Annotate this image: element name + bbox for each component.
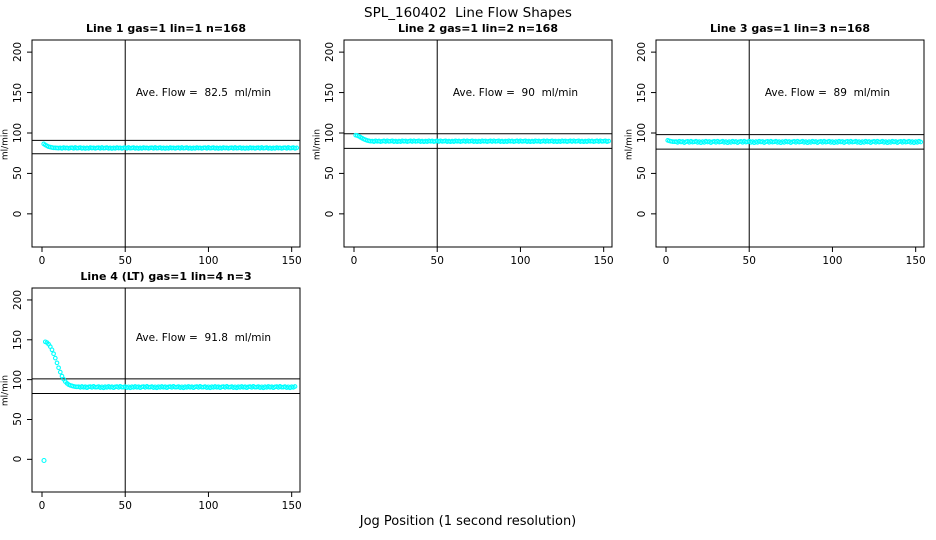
y-tick-label: 150 (12, 82, 24, 103)
y-axis-title: ml/min (0, 128, 11, 160)
x-tick-label: 150 (593, 255, 614, 267)
plot-box (655, 39, 925, 248)
y-tick-label: 100 (12, 369, 24, 390)
data-points (353, 132, 612, 145)
y-tick-label: 200 (12, 289, 24, 310)
x-tick-label: 100 (510, 255, 531, 267)
y-tick-label: 0 (12, 455, 24, 463)
y-axis-title: ml/min (0, 374, 11, 407)
y-tick-label: 200 (636, 42, 648, 63)
y-tick-label: 100 (324, 122, 336, 144)
subplot-3 (651, 39, 925, 252)
main-title: SPL_160402 Line Flow Shapes (364, 5, 572, 21)
subplot-1 (27, 39, 301, 252)
data-point (918, 139, 924, 145)
outlier-point (41, 457, 47, 464)
data-points (41, 339, 298, 464)
y-tick-label: 150 (324, 82, 336, 103)
subplot-2 (339, 39, 613, 252)
subplot-title: Line 1 gas=1 lin=1 n=168 (85, 22, 246, 35)
x-tick-label: 100 (822, 255, 843, 267)
ave-flow-annotation: Ave. Flow = 82.5 ml/min (135, 86, 272, 99)
subplot-title: Line 3 gas=1 lin=3 n=168 (709, 22, 870, 35)
subplot-title: Line 4 (LT) gas=1 lin=4 n=3 (80, 270, 252, 283)
y-tick-label: 150 (12, 329, 24, 350)
data-point (54, 360, 60, 366)
y-tick-label: 50 (324, 166, 336, 181)
x-tick-label: 50 (430, 255, 444, 267)
y-tick-label: 200 (12, 42, 24, 63)
y-tick-label: 50 (12, 166, 24, 181)
plot-box (343, 39, 613, 248)
y-tick-label: 0 (324, 210, 336, 218)
y-tick-label: 50 (12, 412, 24, 427)
x-tick-label: 50 (118, 255, 132, 267)
x-tick-label: 0 (38, 255, 46, 267)
plot-box (31, 39, 301, 248)
data-points (41, 141, 300, 151)
data-point (606, 138, 612, 144)
subplot-title: Line 2 gas=1 lin=2 n=168 (397, 22, 558, 35)
data-point (51, 351, 56, 357)
x-tick-label: 0 (350, 255, 358, 267)
ave-flow-annotation: Ave. Flow = 91.8 ml/min (135, 332, 272, 345)
ave-flow-annotation: Ave. Flow = 90 ml/min (452, 86, 579, 99)
y-tick-label: 50 (636, 166, 648, 181)
data-point (52, 355, 58, 361)
y-tick-label: 0 (12, 210, 24, 218)
x-tick-label: 50 (118, 500, 132, 512)
data-points (665, 138, 924, 146)
y-axis-title: ml/min (312, 128, 323, 160)
y-tick-label: 0 (636, 210, 648, 218)
y-tick-label: 150 (636, 82, 648, 103)
x-tick-label: 150 (281, 500, 302, 512)
x-tick-label: 100 (198, 255, 219, 267)
x-tick-label: 150 (905, 255, 926, 267)
plot-box (31, 287, 301, 493)
y-axis-title: ml/min (624, 128, 635, 160)
data-point (57, 369, 63, 375)
ave-flow-annotation: Ave. Flow = 89 ml/min (764, 86, 891, 99)
y-tick-label: 100 (636, 122, 648, 144)
x-tick-label: 0 (662, 255, 670, 267)
data-point (294, 145, 300, 151)
x-tick-label: 100 (198, 500, 219, 512)
y-tick-label: 200 (324, 42, 336, 63)
data-point (49, 347, 55, 353)
x-tick-label: 50 (742, 255, 756, 267)
subplot-4 (27, 287, 301, 497)
x-tick-label: 150 (281, 255, 302, 267)
data-point (292, 384, 298, 389)
data-point (56, 365, 61, 371)
y-tick-label: 100 (12, 122, 24, 144)
x-axis-label: Jog Position (1 second resolution) (359, 514, 577, 529)
x-tick-label: 0 (38, 500, 46, 512)
